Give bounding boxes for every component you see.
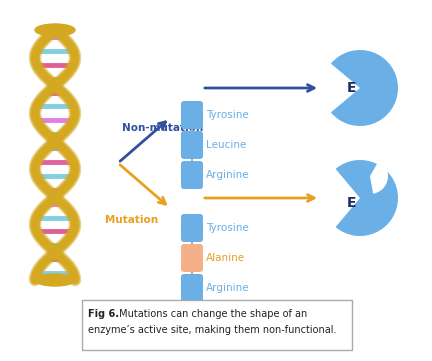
FancyBboxPatch shape [82, 300, 352, 350]
FancyBboxPatch shape [181, 101, 203, 129]
Text: Arginine: Arginine [206, 170, 250, 180]
Text: enzyme’s active site, making them non-functional.: enzyme’s active site, making them non-fu… [88, 325, 337, 335]
Text: Mutations can change the shape of an: Mutations can change the shape of an [116, 309, 307, 319]
Ellipse shape [35, 24, 75, 36]
Wedge shape [370, 160, 388, 194]
FancyBboxPatch shape [181, 214, 203, 242]
FancyBboxPatch shape [181, 161, 203, 189]
Text: Alanine: Alanine [206, 253, 245, 263]
Ellipse shape [35, 274, 75, 286]
Wedge shape [336, 160, 398, 236]
Text: E: E [347, 81, 357, 95]
Text: Mutation: Mutation [105, 215, 158, 225]
Wedge shape [331, 50, 398, 126]
Text: Non-mutation: Non-mutation [122, 123, 203, 133]
Text: Fig 6.: Fig 6. [88, 309, 119, 319]
Text: Tyrosine: Tyrosine [206, 110, 249, 120]
Text: Tyrosine: Tyrosine [206, 223, 249, 233]
FancyBboxPatch shape [181, 244, 203, 272]
FancyBboxPatch shape [181, 274, 203, 302]
FancyBboxPatch shape [181, 131, 203, 159]
Text: E: E [347, 196, 357, 210]
Text: Arginine: Arginine [206, 283, 250, 293]
Text: Leucine: Leucine [206, 140, 246, 150]
